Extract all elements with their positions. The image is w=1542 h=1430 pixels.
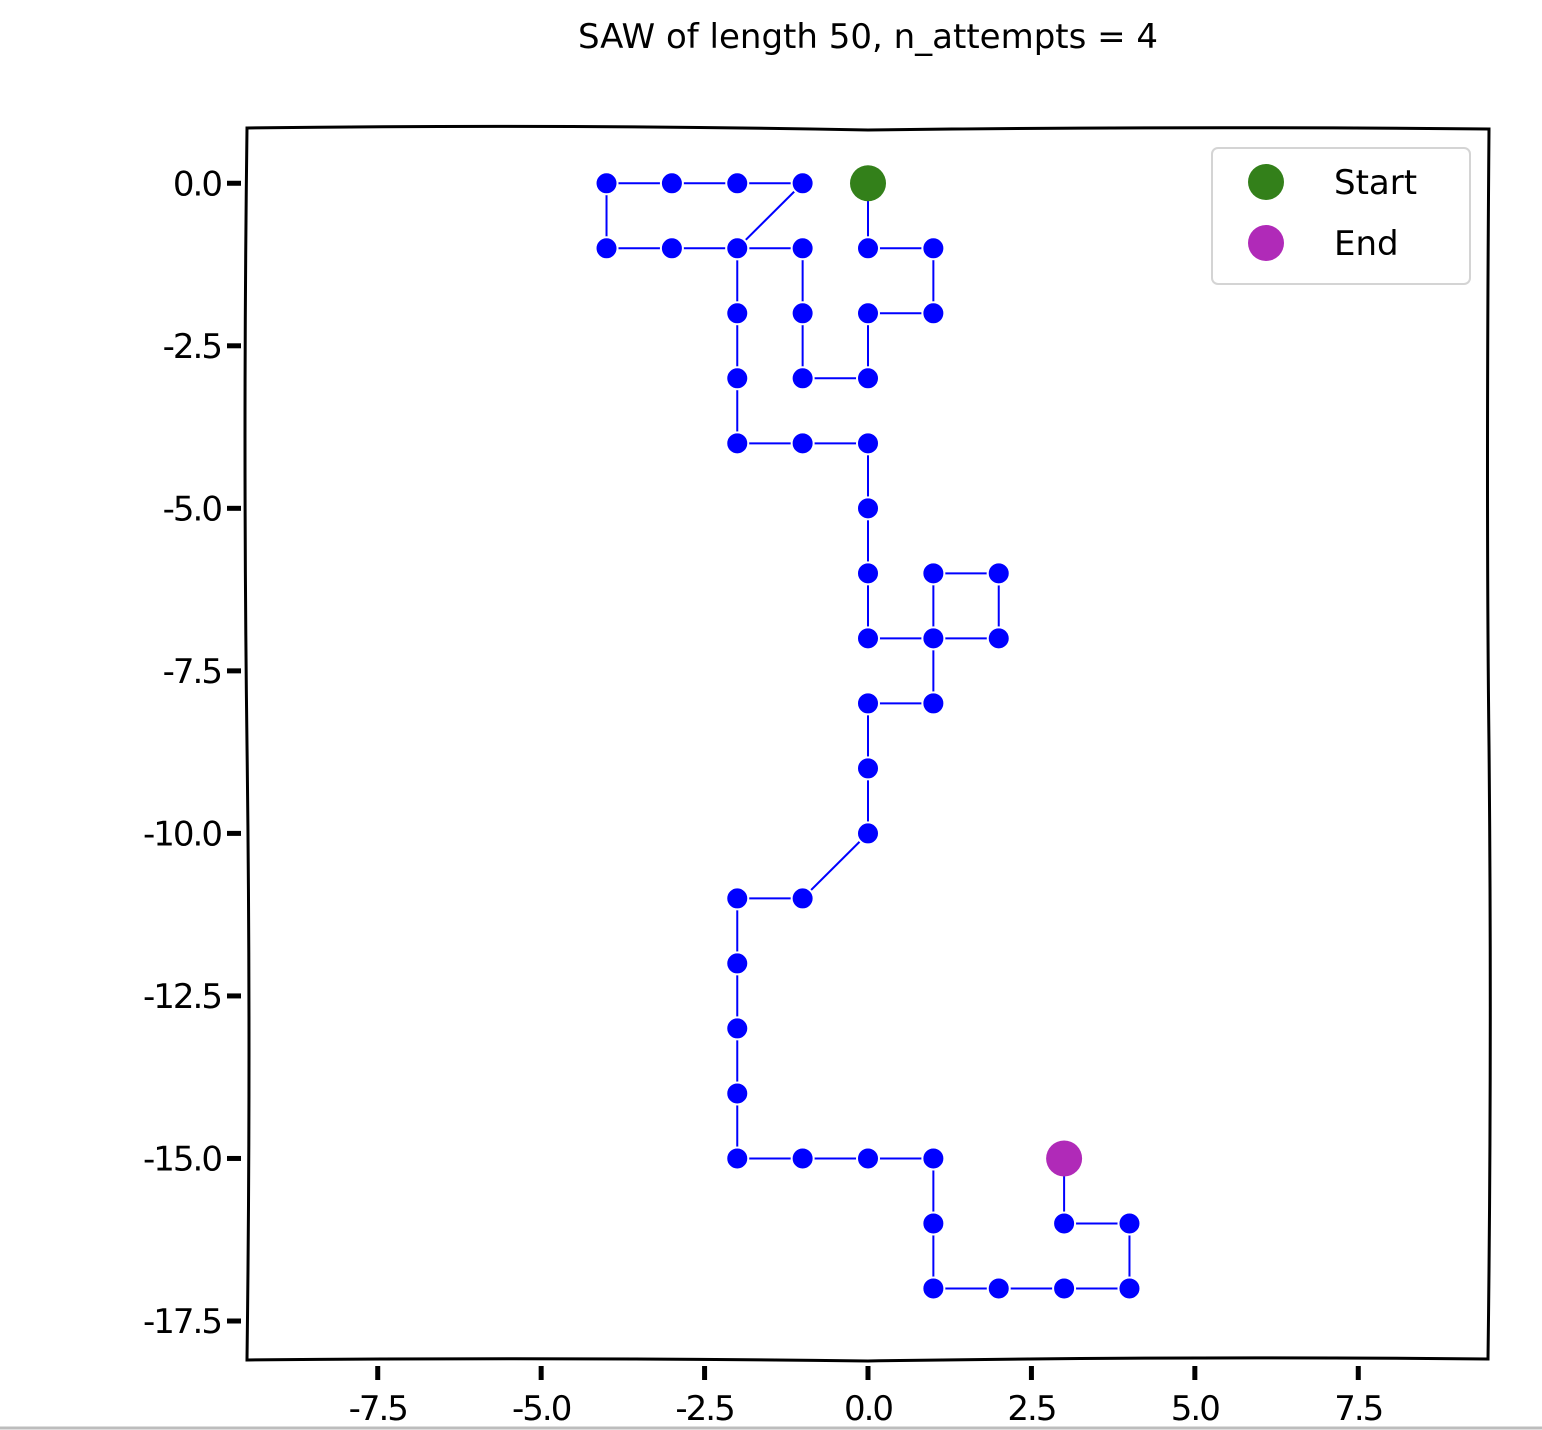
walk-point-10 xyxy=(659,236,684,261)
x-tick-label-6: 7.5 xyxy=(1334,1389,1382,1429)
walk-points xyxy=(594,171,1142,1301)
walk-point-4 xyxy=(856,301,880,326)
y-tick-label-0: 0.0 xyxy=(173,164,221,204)
walk-point-19 xyxy=(725,431,750,456)
walk-point-28 xyxy=(986,561,1011,586)
walk-point-15 xyxy=(790,171,815,196)
legend: Start End xyxy=(1211,147,1471,285)
walk-segment-15 xyxy=(736,182,804,249)
legend-start-label: Start xyxy=(1334,163,1417,203)
walk-point-14 xyxy=(725,171,750,196)
walk-point-42 xyxy=(921,1146,946,1171)
y-axis: 0.0 -2.5 -5.0 -7.5 -10.0 -12.5 -15.0 -17.5 xyxy=(143,164,241,1342)
walk-point-49 xyxy=(1052,1211,1077,1236)
walk-point-29 xyxy=(921,561,946,586)
x-tick-label-0: -7.5 xyxy=(349,1389,407,1429)
walk-point-30 xyxy=(921,691,946,716)
walk-point-43 xyxy=(921,1211,946,1236)
y-tick-label-7: -17.5 xyxy=(143,1302,221,1342)
walk-point-35 xyxy=(725,886,750,911)
walk-point-1 xyxy=(856,236,880,261)
walk-point-12 xyxy=(594,171,619,196)
walk-point-17 xyxy=(725,301,750,326)
walk-point-25 xyxy=(921,626,946,651)
y-tick-label-5: -12.5 xyxy=(143,977,221,1017)
walk-point-8 xyxy=(790,236,815,261)
walk-point-39 xyxy=(725,1146,750,1171)
walk-point-33 xyxy=(856,821,880,846)
walk-point-21 xyxy=(856,431,880,456)
walk-point-2 xyxy=(921,236,946,261)
x-tick-label-3: 0.0 xyxy=(844,1389,892,1429)
walk-point-44 xyxy=(921,1276,946,1301)
walk-point-46 xyxy=(1052,1276,1077,1301)
walk-point-5 xyxy=(856,366,880,391)
x-tick-label-5: 5.0 xyxy=(1171,1389,1219,1429)
walk-point-37 xyxy=(725,1016,750,1041)
walk-point-41 xyxy=(856,1146,880,1171)
walk-point-24 xyxy=(856,626,880,651)
y-tick-label-4: -10.0 xyxy=(143,814,221,854)
walk-point-40 xyxy=(790,1146,815,1171)
legend-start-marker xyxy=(1248,164,1284,200)
walk-point-18 xyxy=(725,366,750,391)
walk-point-26 xyxy=(986,626,1011,651)
walk-point-47 xyxy=(1117,1276,1142,1301)
start-end-markers xyxy=(850,165,1083,1177)
legend-end-marker xyxy=(1248,225,1284,261)
y-tick-label-2: -5.0 xyxy=(163,489,222,529)
x-tick-label-2: -2.5 xyxy=(675,1389,733,1429)
walk-point-6 xyxy=(790,366,815,391)
walk-point-13 xyxy=(659,171,684,196)
walk-point-22 xyxy=(856,496,880,521)
walk-point-3 xyxy=(921,301,946,326)
end-marker xyxy=(1046,1140,1083,1177)
walk-path xyxy=(605,182,1131,1290)
x-tick-label-4: 2.5 xyxy=(1007,1389,1055,1429)
walk-point-36 xyxy=(725,951,750,976)
walk-point-48 xyxy=(1117,1211,1142,1236)
start-marker xyxy=(850,165,886,202)
x-axis: -7.5 -5.0 -2.5 0.0 2.5 5.0 7.5 xyxy=(349,1366,1384,1429)
walk-point-20 xyxy=(790,431,815,456)
y-tick-label-1: -2.5 xyxy=(163,327,221,367)
walk-point-11 xyxy=(594,236,619,261)
plot-frame xyxy=(243,124,1492,1363)
y-tick-label-3: -7.5 xyxy=(163,652,221,692)
walk-point-23 xyxy=(856,561,880,586)
walk-point-34 xyxy=(790,886,815,911)
walk-point-38 xyxy=(725,1081,750,1106)
x-tick-label-1: -5.0 xyxy=(512,1389,571,1429)
walk-point-31 xyxy=(856,691,880,716)
axes-frame xyxy=(243,124,1492,1363)
walk-point-45 xyxy=(986,1276,1011,1301)
walk-point-7 xyxy=(790,301,815,326)
walk-point-32 xyxy=(856,756,880,781)
walk-point-16 xyxy=(725,236,750,261)
chart-title: SAW of length 50, n_attempts = 4 xyxy=(578,17,1158,57)
walk-segment-33 xyxy=(801,832,869,900)
y-tick-label-6: -15.0 xyxy=(143,1139,221,1179)
legend-end-label: End xyxy=(1334,224,1399,264)
